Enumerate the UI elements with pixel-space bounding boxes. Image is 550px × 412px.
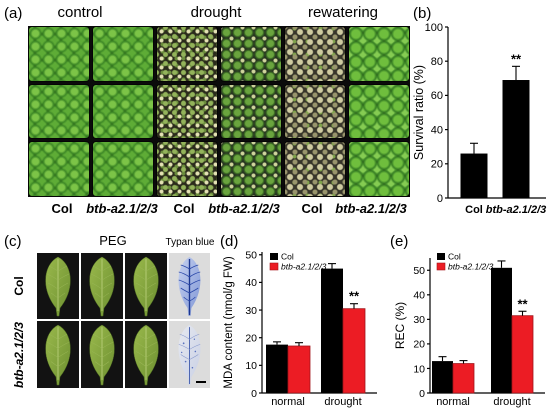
condition-control-heading: control bbox=[57, 4, 103, 21]
panel-b-label: (b) bbox=[413, 5, 432, 22]
y-axis-label: MDA content (nmol/g FW) bbox=[223, 256, 235, 388]
pot-rewatering-col bbox=[284, 83, 346, 140]
panel-c-label: (c) bbox=[4, 233, 22, 250]
row-label-mutant: btb-a2.1/2/3 bbox=[12, 321, 26, 389]
panel-d-label: (d) bbox=[220, 233, 239, 250]
genotype-label: Col bbox=[51, 201, 73, 216]
y-tick-label: 0 bbox=[419, 388, 425, 400]
scale-bar bbox=[196, 381, 206, 383]
legend-swatch bbox=[270, 253, 278, 260]
genotype-label: Col bbox=[173, 201, 195, 216]
peg-treatment-label: PEG bbox=[99, 233, 127, 248]
stained-leaf-photo bbox=[169, 253, 210, 319]
plant-tray-photo bbox=[28, 26, 410, 197]
row-label-col: Col bbox=[12, 276, 26, 296]
genotype-label: btb-a2.1/2/3 bbox=[86, 201, 158, 216]
y-tick-label: 50 bbox=[413, 265, 425, 277]
pot-control-mutant bbox=[92, 26, 154, 82]
bar-mutant bbox=[287, 345, 311, 394]
y-axis-label: REC (%) bbox=[393, 302, 407, 349]
y-tick-label: 20 bbox=[245, 333, 257, 345]
bar-col bbox=[266, 344, 288, 393]
pot-rewatering-mutant bbox=[348, 83, 410, 140]
condition-drought-heading: drought bbox=[190, 4, 242, 21]
significance-marker: ** bbox=[511, 51, 522, 66]
y-tick-label: 20 bbox=[413, 339, 425, 351]
legend-label: btb-a2.1/2/3 bbox=[281, 262, 327, 272]
genotype-label: Col bbox=[301, 201, 323, 216]
legend-label: Col bbox=[448, 252, 461, 262]
pot-drought-mutant bbox=[220, 83, 282, 140]
significance-marker: ** bbox=[517, 296, 528, 311]
y-tick-label: 60 bbox=[431, 90, 443, 102]
stain-label: Typan blue bbox=[165, 237, 215, 248]
pot-control-col bbox=[28, 141, 90, 197]
pot-control-mutant bbox=[92, 83, 154, 140]
legend-label: btb-a2.1/2/3 bbox=[448, 262, 494, 272]
bar-mutant bbox=[452, 363, 475, 394]
bar-mutant bbox=[342, 308, 366, 394]
y-tick-label: 40 bbox=[413, 290, 425, 302]
bar-col bbox=[432, 361, 453, 393]
y-tick-label: 50 bbox=[245, 250, 257, 262]
y-tick-label: 40 bbox=[431, 124, 443, 136]
y-tick-label: 30 bbox=[245, 305, 257, 317]
pot-rewatering-col bbox=[284, 26, 346, 82]
bar-col bbox=[491, 267, 512, 393]
bar-col bbox=[321, 268, 343, 393]
pot-drought-mutant bbox=[220, 141, 282, 197]
leaf-photo bbox=[125, 321, 167, 388]
leaf-photo bbox=[81, 321, 123, 388]
x-tick-label: normal bbox=[271, 396, 305, 408]
x-tick-label: btb-a2.1/2/3 bbox=[486, 204, 547, 216]
condition-rewatering-heading: rewatering bbox=[307, 4, 379, 21]
legend-label: Col bbox=[281, 252, 294, 262]
pot-drought-col bbox=[156, 141, 218, 197]
legend-swatch bbox=[269, 262, 279, 271]
x-tick-label: Col bbox=[465, 204, 483, 216]
bar-mutant bbox=[511, 315, 534, 394]
legend-swatch bbox=[436, 262, 446, 271]
stained-leaf-photo bbox=[169, 321, 210, 388]
y-axis-label: Survival ratio (%) bbox=[412, 65, 426, 160]
pot-control-mutant bbox=[92, 141, 154, 197]
y-tick-label: 100 bbox=[425, 22, 443, 34]
bar bbox=[502, 80, 530, 198]
genotype-label: btb-a2.1/2/3 bbox=[335, 201, 407, 216]
significance-marker: ** bbox=[349, 289, 360, 304]
y-tick-label: 0 bbox=[437, 193, 443, 205]
bar bbox=[460, 153, 488, 198]
pot-rewatering-mutant bbox=[348, 141, 410, 197]
y-tick-label: 10 bbox=[413, 363, 425, 375]
pot-control-col bbox=[28, 26, 90, 82]
y-tick-label: 80 bbox=[431, 56, 443, 68]
pot-drought-col bbox=[156, 83, 218, 140]
genotype-label: btb-a2.1/2/3 bbox=[208, 201, 280, 216]
x-tick-label: drought bbox=[324, 396, 361, 408]
y-tick-label: 0 bbox=[251, 388, 257, 400]
y-tick-label: 20 bbox=[431, 159, 443, 171]
leaf-photo bbox=[81, 253, 123, 319]
x-tick-label: normal bbox=[436, 396, 470, 408]
pot-rewatering-col bbox=[284, 141, 346, 197]
y-tick-label: 10 bbox=[245, 360, 257, 372]
pot-drought-col bbox=[156, 26, 218, 82]
panel-e-label: (e) bbox=[390, 233, 409, 250]
leaf-photo bbox=[125, 253, 167, 319]
legend-swatch bbox=[437, 253, 445, 260]
leaf-photo bbox=[37, 253, 79, 319]
mda-content-chart: 0 10 20 30 40 50 MDA content (nmol/g FW) normal… bbox=[223, 250, 377, 408]
leaf-photo bbox=[37, 321, 79, 388]
pot-drought-mutant bbox=[220, 26, 282, 82]
y-tick-label: 40 bbox=[245, 277, 257, 289]
pot-rewatering-mutant bbox=[348, 26, 410, 82]
y-tick-label: 30 bbox=[413, 314, 425, 326]
rec-chart: 0 10 20 30 40 50 REC (%) normal drought ** Colbtb-… bbox=[393, 252, 545, 408]
survival-ratio-chart: 0 20 40 60 80 100 Survival ratio (%) Col btb-a2.… bbox=[412, 22, 547, 216]
x-tick-label: drought bbox=[493, 396, 530, 408]
pot-control-col bbox=[28, 83, 90, 140]
panel-a-label: (a) bbox=[4, 5, 23, 22]
